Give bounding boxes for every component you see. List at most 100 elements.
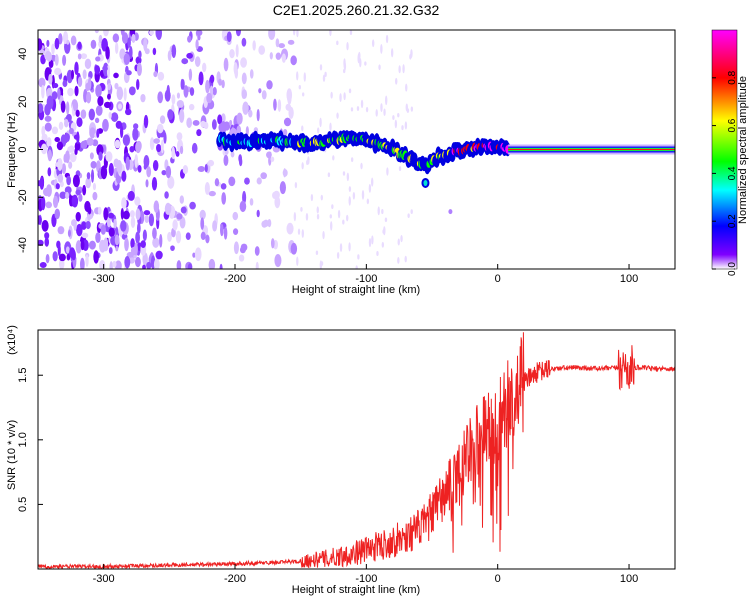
- noise-blob: [268, 155, 272, 166]
- noise-blob: [109, 261, 113, 269]
- noise-blob: [350, 107, 354, 112]
- noise-blob: [221, 113, 226, 123]
- noise-blob: [57, 157, 63, 171]
- noise-blob: [76, 131, 80, 145]
- noise-blob: [38, 215, 42, 225]
- noise-blob: [277, 99, 282, 112]
- noise-blob: [124, 237, 129, 252]
- noise-blob: [339, 243, 343, 252]
- noise-blob: [330, 91, 333, 99]
- noise-blob: [152, 47, 157, 56]
- top-x-tick-label: 0: [495, 273, 501, 285]
- noise-blob: [258, 45, 266, 55]
- noise-blob: [38, 103, 44, 114]
- noise-blob: [75, 211, 81, 222]
- noise-blob: [67, 229, 71, 237]
- noise-blob: [192, 120, 200, 126]
- noise-blob: [129, 146, 135, 153]
- noise-blob: [377, 206, 380, 216]
- noise-blob: [164, 191, 169, 199]
- noise-blob: [129, 210, 135, 218]
- top-x-tick-label: -200: [224, 273, 246, 285]
- noise-blob: [152, 159, 159, 172]
- noise-blob: [108, 162, 114, 177]
- noise-blob: [134, 154, 139, 168]
- noise-blob: [159, 115, 166, 124]
- noise-blob: [337, 209, 341, 219]
- noise-blob: [357, 53, 360, 64]
- noise-blob: [179, 195, 184, 204]
- noise-blob: [77, 76, 83, 88]
- noise-blob: [270, 238, 275, 249]
- bottom-x-axis-title: Height of straight line (km): [292, 584, 420, 596]
- noise-blob: [112, 260, 117, 268]
- noise-blob: [47, 167, 52, 177]
- noise-blob: [319, 117, 322, 128]
- noise-blob: [218, 78, 222, 86]
- noise-blob: [56, 141, 64, 151]
- noise-blob: [392, 115, 395, 121]
- noise-blob: [94, 117, 100, 124]
- noise-blob: [121, 170, 127, 182]
- noise-blob: [297, 228, 301, 235]
- track-spike: [421, 177, 430, 188]
- noise-blob: [167, 231, 172, 242]
- noise-blob: [140, 240, 146, 248]
- noise-blob: [348, 242, 351, 252]
- bottom-x-tick-label: 0: [495, 573, 501, 585]
- noise-blob: [404, 121, 408, 130]
- noise-blob: [405, 103, 408, 112]
- noise-blob: [38, 38, 43, 51]
- noise-blob: [395, 77, 398, 85]
- noise-blob: [64, 133, 70, 143]
- top-y-tick-label: -20: [17, 189, 29, 205]
- noise-blob: [117, 103, 123, 110]
- noise-blob: [44, 115, 52, 122]
- noise-blob: [296, 71, 299, 81]
- noise-blob: [290, 242, 298, 255]
- noise-blob: [80, 140, 88, 149]
- noise-blob: [157, 91, 164, 104]
- noise-blob: [103, 207, 109, 221]
- noise-blob: [41, 143, 48, 155]
- noise-blob: [360, 162, 363, 170]
- noise-blob: [349, 30, 353, 36]
- noise-blob: [195, 30, 203, 36]
- colorbar-frame: [711, 29, 738, 270]
- noise-blob: [268, 30, 276, 40]
- noise-blob: [301, 229, 304, 238]
- noise-blob: [241, 37, 247, 47]
- noise-blob: [161, 169, 167, 176]
- bottom-y-axis-title: SNR (10 * v/v): [6, 420, 18, 490]
- noise-blob: [239, 200, 247, 213]
- noise-blob: [98, 151, 103, 161]
- noise-blob: [342, 219, 345, 225]
- noise-blob: [172, 219, 178, 231]
- noise-blob: [153, 71, 158, 78]
- noise-blob: [58, 121, 64, 131]
- noise-blob: [87, 205, 92, 215]
- noise-blob: [60, 100, 66, 113]
- noise-blob: [128, 86, 136, 96]
- noise-blob: [61, 163, 67, 174]
- noise-blob: [233, 228, 239, 236]
- noise-blob: [188, 68, 193, 81]
- noise-blob: [94, 65, 101, 75]
- noise-blob: [397, 112, 400, 118]
- noise-blob: [336, 252, 340, 259]
- noise-blob: [100, 224, 106, 235]
- colorbar-ticks: 0.0 0.2 0.4 0.6 0.8: [712, 70, 738, 276]
- noise-blob: [52, 83, 59, 89]
- noise-blob: [107, 218, 111, 228]
- noise-blob: [90, 161, 97, 169]
- noise-blob: [356, 106, 360, 111]
- noise-blob: [371, 235, 374, 245]
- noise-blob: [346, 172, 350, 182]
- noise-blob: [226, 31, 232, 43]
- noise-blob: [77, 41, 82, 50]
- noise-blob: [254, 246, 260, 256]
- noise-blob: [63, 153, 67, 163]
- noise-blob: [66, 253, 71, 261]
- noise-blob: [235, 44, 239, 58]
- noise-blob: [208, 258, 216, 269]
